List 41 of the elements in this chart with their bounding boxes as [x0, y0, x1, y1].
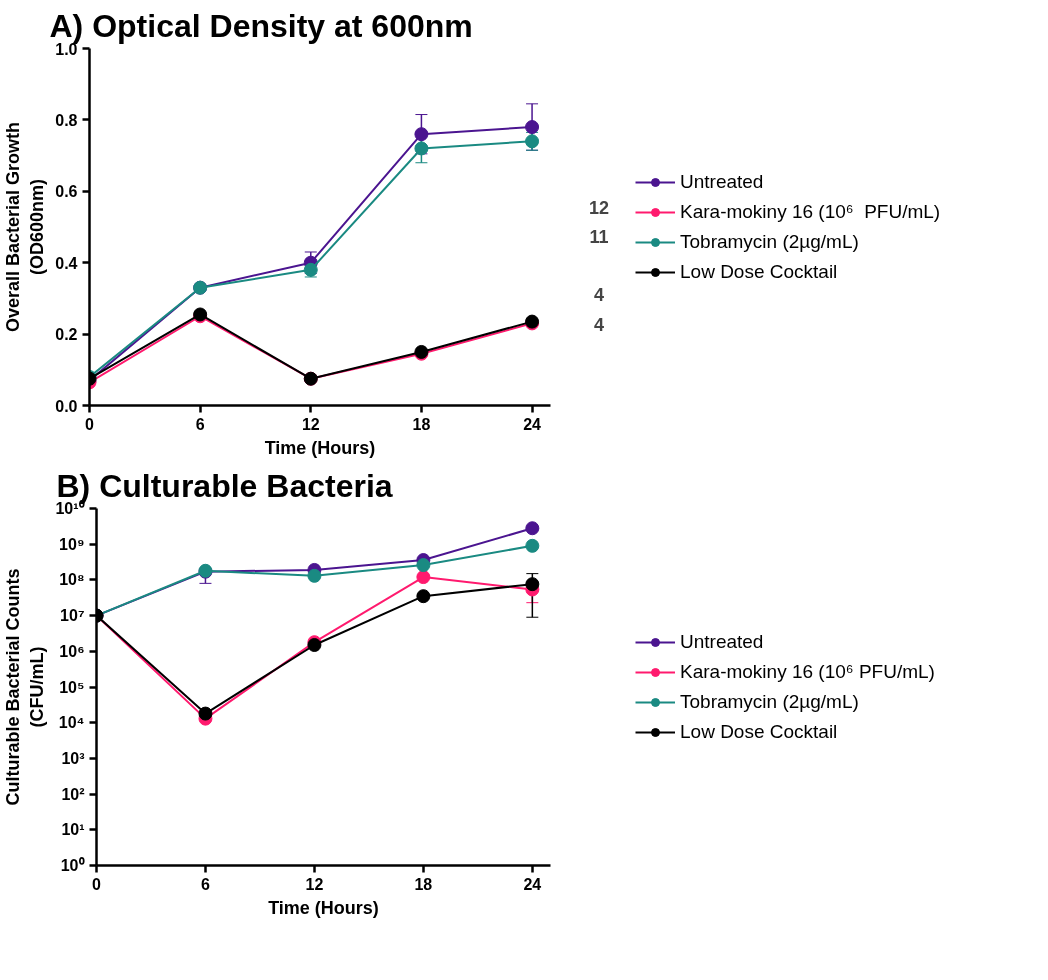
x-tick-label: 6	[201, 875, 211, 893]
y-tick-label: 10²	[61, 785, 85, 803]
y-axis-title: Culturable Bacterial Counts (CFU/mL)	[3, 568, 48, 806]
legend-label: Kara-mokiny 16 (10⁶ PFU/mL)	[680, 660, 935, 683]
y-tick-label: 10⁰	[60, 857, 85, 874]
y-tick-label: 10⁷	[60, 607, 85, 625]
y-tick-label: 0.6	[55, 183, 78, 201]
y-tick-label: 10¹	[61, 821, 85, 839]
y-tick-label: 0.2	[55, 326, 78, 344]
x-axis-title: Time (Hours)	[268, 897, 379, 918]
y-axis-title: Overall Bacterial Growth (OD600nm)	[3, 121, 48, 333]
y-tick-label: 0.0	[55, 397, 78, 415]
x-tick-label: 6	[195, 415, 205, 433]
x-tick-label: 24	[523, 415, 542, 433]
legend-label: Low Dose Cocktail	[680, 260, 838, 283]
y-tick-label: 10⁸	[59, 571, 85, 589]
x-tick-label: 12	[305, 875, 324, 893]
legend-label: Tobramycin (2µg/mL)	[680, 690, 859, 713]
legend-label: Untreated	[680, 630, 764, 653]
legend-label: Tobramycin (2µg/mL)	[680, 230, 859, 253]
y-tick-label: 10⁶	[59, 642, 85, 660]
y-tick-label: 10⁵	[59, 678, 85, 696]
legend-label: Low Dose Cocktail	[680, 720, 838, 743]
y-tick-label: 10⁹	[59, 535, 85, 553]
x-tick-label: 12	[301, 415, 320, 433]
y-tick-label: 0.4	[55, 254, 78, 272]
legend-label: Untreated	[680, 170, 764, 193]
y-tick-label: 10³	[61, 749, 85, 767]
x-axis-title: Time (Hours)	[264, 437, 376, 458]
text: 4	[593, 285, 604, 306]
x-tick-label: 0	[92, 875, 102, 893]
y-tick-label: 0.8	[55, 111, 78, 129]
text: 12	[588, 198, 609, 219]
legend-label: Kara-mokiny 16 (10⁶ PFU/mL)	[680, 200, 941, 223]
y-tick-label: 10⁴	[58, 714, 85, 732]
x-tick-label: 18	[414, 875, 433, 893]
text: 4	[593, 314, 604, 335]
text: 11	[589, 227, 609, 248]
x-tick-label: 18	[412, 415, 431, 433]
x-tick-label: 24	[523, 875, 542, 893]
x-tick-label: 0	[85, 415, 95, 433]
